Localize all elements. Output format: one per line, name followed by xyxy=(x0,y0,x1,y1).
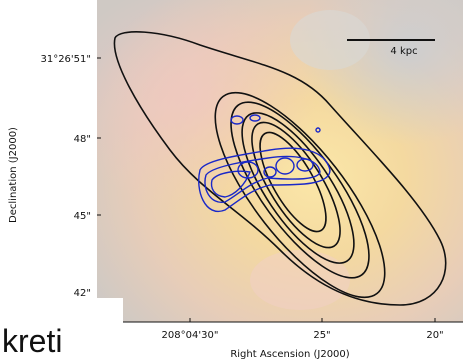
y-tick-label: 45" xyxy=(74,211,91,222)
overlay-text: kreti xyxy=(2,323,62,359)
y-tick-label: 48" xyxy=(74,134,91,145)
y-tick-label: 42" xyxy=(74,288,91,299)
x-axis-label: Right Ascension (J2000) xyxy=(230,349,349,360)
y-axis-label: Declination (J2000) xyxy=(8,127,19,223)
x-tick-label: 25" xyxy=(313,330,330,341)
y-tick-label: 31°26'51" xyxy=(40,54,91,65)
x-tick-label: 208°04'30" xyxy=(162,330,219,341)
scale-bar-label: 4 kpc xyxy=(390,46,417,57)
x-tick-label: 20" xyxy=(426,330,443,341)
figure: 4 kpc 31°26'51" 48" 45" 42" 208°04'30" 2… xyxy=(0,0,463,362)
